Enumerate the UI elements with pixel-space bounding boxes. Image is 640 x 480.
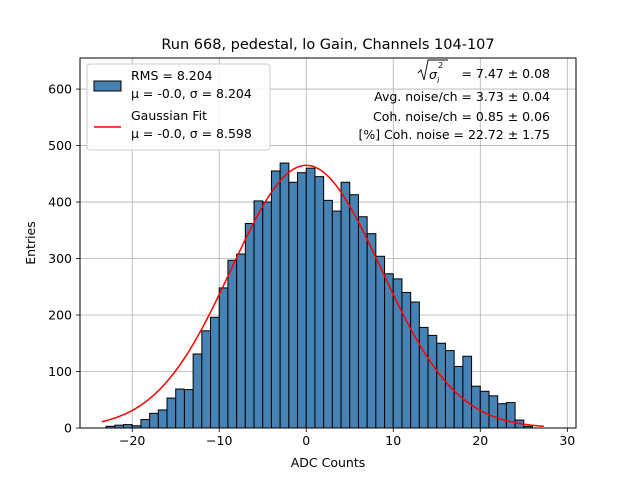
y-axis-ticks: 0 100 200 300 400 500 600 [48, 82, 80, 436]
sqrt-sigma-symbol: σ i 2 [417, 59, 448, 85]
histogram-bar [183, 389, 194, 429]
legend-histogram-swatch [93, 80, 122, 92]
y-tick-label: 600 [48, 82, 72, 97]
histogram-bar [462, 355, 473, 429]
histogram-bar [436, 342, 446, 429]
histogram-bar [401, 291, 412, 429]
sigma-annotation: = 7.47 ± 0.08 [461, 66, 550, 81]
x-tick-label: 0 [302, 433, 310, 448]
histogram-bar [331, 210, 342, 429]
pct-coh-noise-annotation: [%] Coh. noise = 22.72 ± 1.75 [358, 127, 550, 142]
svg-text:σ: σ [429, 67, 438, 82]
legend-box [86, 63, 271, 151]
histogram-bar [323, 199, 333, 429]
x-tick-label: −20 [119, 433, 145, 448]
histogram-bar [314, 176, 325, 429]
histogram-bar [418, 326, 429, 429]
x-axis-label: ADC Counts [291, 455, 366, 470]
histogram-bar [392, 278, 403, 429]
y-tick-label: 400 [48, 195, 72, 210]
x-tick-label: −10 [206, 433, 232, 448]
histogram-bar [253, 200, 264, 429]
legend-fit-label: Gaussian Fit [131, 108, 207, 123]
histogram-bar [479, 390, 490, 429]
svg-text:i: i [437, 76, 440, 85]
x-tick-label: 20 [472, 433, 488, 448]
histogram-bar [349, 194, 359, 429]
y-tick-label: 500 [48, 138, 72, 153]
y-tick-label: 200 [48, 308, 72, 323]
noise-annotations: σ i 2 = 7.47 ± 0.08 Avg. noise/ch = 3.73… [358, 59, 550, 142]
y-tick-label: 0 [64, 421, 72, 436]
histogram-bar [366, 233, 377, 429]
histogram-bar [384, 273, 394, 429]
histogram-bar [175, 388, 185, 429]
y-tick-label: 300 [48, 251, 72, 266]
histogram-bar [488, 395, 499, 429]
histogram-bar [427, 334, 438, 429]
histogram-bar [297, 172, 307, 429]
histogram-bar [305, 167, 316, 429]
histogram-bar [166, 397, 177, 429]
histogram-bars [105, 162, 533, 429]
histogram-bar [227, 259, 238, 429]
histogram-bar [236, 253, 246, 429]
y-axis-label: Entries [23, 221, 38, 265]
histogram-bar [201, 330, 212, 429]
x-axis-ticks: −20 −10 0 10 20 30 [119, 428, 575, 448]
y-tick-label: 100 [48, 364, 72, 379]
histogram-bar [123, 424, 133, 429]
histogram-bar [244, 223, 255, 429]
histogram-bar [340, 181, 351, 429]
histogram-bar [157, 409, 168, 429]
histogram-bar [505, 402, 516, 429]
histogram-bar [288, 181, 299, 429]
legend-histogram-stats: μ = -0.0, σ = 8.204 [131, 86, 252, 101]
plot-frame [79, 57, 577, 429]
coh-noise-annotation: Coh. noise/ch = 0.85 ± 0.06 [373, 109, 550, 124]
histogram-bar [270, 170, 281, 429]
x-tick-label: 30 [559, 433, 575, 448]
histogram-bar [497, 403, 507, 429]
histogram-bar [410, 301, 420, 429]
legend-histogram-label: RMS = 8.204 [131, 68, 213, 83]
histogram-bar [140, 419, 151, 429]
x-tick-label: 10 [385, 433, 401, 448]
histogram-bar [218, 287, 229, 429]
histogram-bar [279, 162, 290, 429]
legend-fit-stats: μ = -0.0, σ = 8.598 [131, 126, 252, 141]
histogram-bar [210, 316, 220, 429]
histogram-bar [262, 201, 272, 429]
histogram-bar [149, 412, 159, 429]
histogram-bar [192, 353, 203, 429]
chart-title: Run 668, pedestal, lo Gain, Channels 104… [161, 37, 494, 53]
histogram-bar [375, 255, 386, 429]
histogram-bar [357, 216, 368, 429]
gaussian-fit-curve [101, 164, 544, 428]
svg-text:2: 2 [438, 61, 443, 70]
legend: RMS = 8.204 μ = -0.0, σ = 8.204 Gaussian… [86, 63, 271, 151]
avg-noise-annotation: Avg. noise/ch = 3.73 ± 0.04 [374, 89, 550, 104]
